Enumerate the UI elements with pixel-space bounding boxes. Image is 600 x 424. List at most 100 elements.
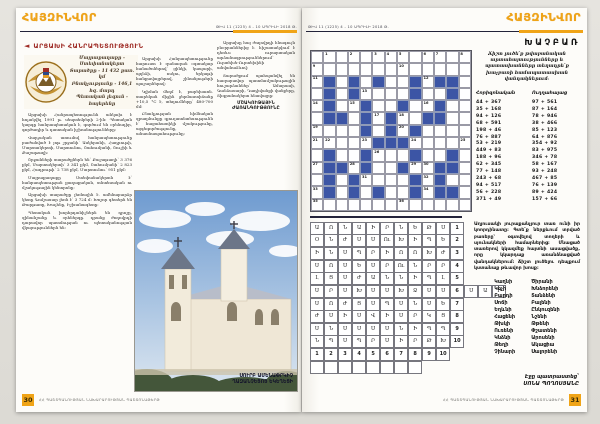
byline: Էջը պատրաստեց՝ ՍՈՆԱ ՊՈՂՈՍՅԱՆԸ: [523, 374, 579, 388]
footer-right: 31 ՀՀ ՊԱՇՏՊԱՆՈՒԹՅԱՆ ՆԱԽԱՐԱՐՈՒԹՅԱՆ ՊԱՇՏՈՆ…: [308, 394, 581, 407]
horizontal-clues-header: Հորիզոնական: [476, 91, 516, 97]
clue-expression: 198 + 46: [476, 127, 502, 133]
column-number-cell: 8: [407, 348, 423, 362]
crossword-cell-number: 10: [398, 63, 404, 68]
crossword-blocked-cell: [372, 137, 385, 150]
crossword-cell: 4: [384, 51, 398, 64]
word-item: Արոսենի: [531, 335, 555, 342]
article-paragraph: Արցախը հայ ժողովրդի հնագույն բնօրրանների…: [217, 40, 295, 70]
letter-cell: Լ: [435, 272, 451, 286]
crossword-blocked-cell: [335, 112, 348, 125]
letter-cell: Ս: [309, 284, 325, 298]
crossword-cell: 27: [311, 161, 324, 174]
article-subhead: ՄՇԱԿՈՒԹԱՅԻՆ ԺԱՌԱՆԳՈՒԹՅՈՒՆԸ: [232, 100, 280, 111]
crossword-cell-number: 28: [349, 162, 355, 167]
letter-cell: Ո: [407, 247, 423, 261]
crossword-cell-number: 35: [312, 199, 318, 204]
crossword-cell: 16: [421, 100, 434, 113]
clue-expression: 35 + 168: [476, 106, 502, 112]
crossword-cell: [335, 75, 348, 88]
word-item: Չինարի: [494, 349, 516, 356]
clue-expression: 94 + 517: [476, 182, 502, 188]
vertical-clue-items: 97 + 561 87 + 164 78 + 946 38 + 466 85 + 123…: [532, 100, 578, 204]
crossword-cell: [360, 51, 373, 64]
right-page: ՀԱՅԶԻՆՎՈՐ ԹԻՎ 11 (1225) 4 - 10 ԱՊՐԻԼԻ 20…: [302, 8, 587, 412]
letter-cell: Խ: [351, 284, 367, 298]
crossword-cell-number: 11: [312, 76, 318, 81]
letter-cell: Պ: [421, 272, 437, 286]
photo-caption: ՍՈՒՐԲ ԱՄԵՆԱՓՐԿԻՉ ՂԱԶԱՆՉԵՑՈՑ ԵԿԵՂԵՑԻ: [232, 374, 293, 386]
row-number-cell: 1: [449, 221, 465, 235]
letter-cell: Ս: [379, 284, 395, 298]
crossword-cell: [409, 112, 422, 125]
clue-expression: 354 + 92: [532, 141, 558, 147]
crossword-cell: [323, 124, 336, 138]
column-number-cell: 6: [379, 348, 395, 362]
clue-expression: 188 + 96: [476, 155, 502, 161]
crossword-cell: [335, 137, 348, 150]
crossword-blocked-cell: [323, 100, 336, 113]
row-number-cell: 4: [449, 259, 465, 273]
crossword-cell: [397, 173, 410, 187]
word-item: Փշատենի: [531, 328, 557, 335]
clue-expression: 77 + 148: [476, 169, 502, 175]
letter-cell: Ս: [337, 272, 353, 286]
crossword-cell: [372, 124, 385, 138]
letter-cell: Օ: [309, 234, 325, 248]
infobox-line: Տարածքը - 11 432 քառ. կմ: [69, 68, 135, 81]
word-item: Կեչի: [494, 286, 507, 293]
crossword-cell: [372, 198, 385, 211]
crossword-cell: [360, 75, 373, 88]
letter-cell: Ս: [379, 322, 395, 336]
letter-cell: Ս: [365, 322, 381, 336]
crossword-cell: 31: [360, 173, 373, 187]
letter-cell: Պ: [421, 322, 437, 336]
letter-cell: Ս: [351, 234, 367, 248]
crossword-cell-number: 36: [398, 199, 404, 204]
answer-empty-cell: [365, 360, 381, 374]
crossword-cell: [335, 51, 348, 64]
crossword-blocked-cell: [409, 87, 422, 101]
crossword-cell: [360, 198, 373, 211]
crossword-blocked-cell: [323, 75, 336, 88]
crossword-cell: [458, 124, 471, 138]
word-item: Թխկի: [494, 321, 511, 328]
vertical-clues-header: Ուղղահայաց: [532, 91, 568, 97]
word-item: Ակացիա: [531, 342, 555, 349]
column-number-row: 1 2 3 4 5 6 7 8 9 10: [309, 348, 506, 362]
section-divider-rule: [310, 216, 462, 218]
letter-cell: Ս: [365, 234, 381, 248]
crossword-cell: 36: [397, 198, 410, 211]
crossword-cell-number: 20: [398, 125, 404, 130]
letter-cell: Ս: [309, 322, 325, 336]
crossword-cell: [458, 173, 471, 187]
crossword-cell-number: 5: [398, 51, 402, 56]
clue-expression: 38 + 466: [532, 120, 558, 126]
crossword-cell: [347, 124, 361, 138]
newspaper-logo-left: ՀԱՅԶԻՆՎՈՐ: [22, 11, 97, 24]
crossword-blocked-cell: [347, 173, 361, 187]
answer-empty-cell: [337, 360, 353, 374]
row-number-cell: 2: [449, 234, 465, 248]
crossword-cell: [421, 124, 434, 138]
letter-cell: Ր: [435, 259, 451, 273]
letter-cell: Ս: [337, 284, 353, 298]
crossword-cell: 22: [323, 137, 336, 150]
crossword-blocked-cell: [397, 100, 410, 113]
letter-cell: Ի: [365, 221, 381, 235]
footer-text-right: ՀՀ ՊԱՇՏՊԱՆՈՒԹՅԱՆ ՆԱԽԱՐԱՐՈՒԹՅԱՆ ՊԱՇՏՈՆԱԹԵ…: [443, 398, 564, 402]
crossword-cell: [458, 161, 471, 174]
crossword-cell: [347, 149, 361, 162]
crossword-cell: 33: [311, 186, 324, 199]
article-paragraph: Արցախի Հանրապետությունն անկախ է հռչակվել…: [22, 112, 132, 132]
issue-date-left: ԹԻՎ 11 (1225) 4 - 10 ԱՊՐԻԼԻ 2018 Թ.: [216, 25, 297, 29]
header-rule-accent-left: [233, 30, 297, 33]
crossword-cell-number: 21: [312, 137, 318, 142]
letter-cell: Կ: [421, 310, 437, 324]
article-arrow-icon: ◄: [24, 41, 30, 50]
crossword-cell-number: 9: [312, 63, 316, 68]
crossword-cell: [384, 161, 398, 174]
crossword-cell: [360, 186, 373, 199]
